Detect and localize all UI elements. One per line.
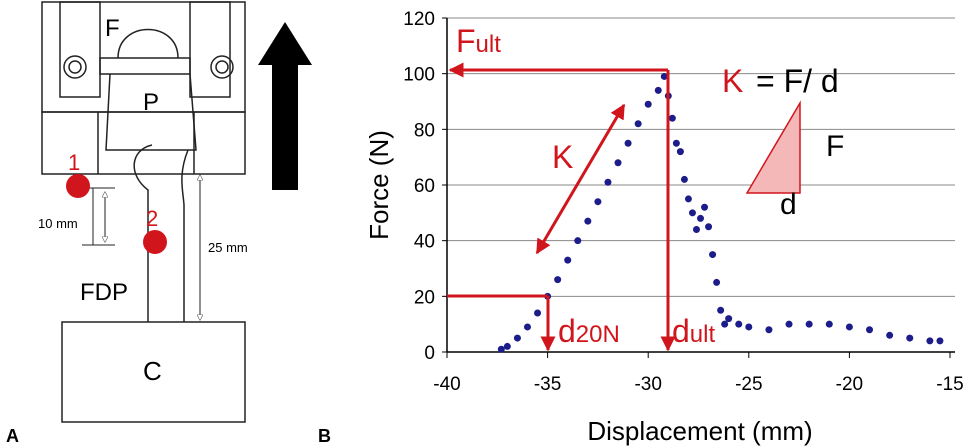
data-point	[713, 278, 721, 286]
data-point	[574, 237, 582, 245]
y-tick-label: 0	[424, 343, 435, 364]
annotation: Fult	[456, 23, 501, 59]
data-point	[564, 256, 572, 264]
annotations	[447, 62, 801, 352]
data-point	[721, 320, 729, 328]
x-tick-label: -35	[534, 374, 561, 395]
diagram-label: F	[105, 15, 120, 42]
diagram-label: C	[143, 356, 162, 386]
y-axis-label: Force (N)	[364, 130, 394, 240]
annotation: d	[780, 188, 797, 221]
data-point	[701, 203, 709, 211]
data-point	[692, 226, 700, 234]
data-point	[654, 86, 662, 94]
fixture-diagram	[41, 1, 246, 423]
data-point	[680, 175, 688, 183]
marker-2	[143, 230, 167, 254]
diagram-label: FDP	[80, 279, 128, 306]
data-point	[845, 323, 853, 331]
data-point	[584, 217, 592, 225]
data-point	[725, 315, 733, 323]
diagram-label: 1	[68, 150, 80, 175]
y-tick-label: 80	[414, 120, 435, 141]
marker-1	[66, 174, 90, 198]
data-point	[672, 139, 680, 147]
x-tick-label: -30	[634, 374, 661, 395]
annotation: K	[722, 63, 743, 99]
y-tick-label: 100	[403, 65, 435, 86]
diagram-label: P	[143, 89, 159, 116]
x-tick-label: -15	[936, 374, 963, 395]
data-point	[709, 251, 717, 259]
annotation: F	[826, 130, 844, 163]
data-point	[503, 342, 511, 350]
direction-arrow	[258, 22, 312, 190]
data-point	[936, 337, 944, 345]
data-point	[866, 326, 874, 334]
data-point	[513, 334, 521, 342]
annotation: dult	[672, 313, 715, 349]
data-point	[614, 159, 622, 167]
x-tick-label: -40	[433, 374, 460, 395]
plot-area: 0 20 40 60 80 100 120 -40 -35 -30 -25 -20 -15	[403, 9, 963, 395]
data-point	[886, 331, 894, 339]
diagram-label: 25 mm	[208, 240, 248, 255]
y-tick-label: 20	[414, 287, 435, 308]
x-tick-label: -25	[735, 374, 762, 395]
data-point	[676, 148, 684, 156]
data-point	[624, 139, 632, 147]
data-point	[926, 337, 934, 345]
data-point	[735, 320, 743, 328]
annotation: d20N	[558, 313, 620, 349]
panel-label: B	[318, 426, 331, 446]
annotation: = F/ d	[756, 63, 839, 99]
x-axis-label: Displacement (mm)	[587, 416, 812, 446]
data-point	[660, 72, 668, 80]
data-point	[805, 320, 813, 328]
data-point	[534, 309, 542, 317]
data-point	[594, 198, 602, 206]
data-point	[906, 334, 914, 342]
diagram-label: 2	[146, 206, 158, 231]
diagram-label: 10 mm	[38, 216, 78, 231]
annotation: K	[552, 139, 573, 175]
data-point	[523, 323, 531, 331]
data-point	[497, 345, 505, 353]
data-point	[717, 306, 725, 314]
y-tick-label: 120	[403, 9, 435, 30]
data-point	[644, 100, 652, 108]
data-point	[745, 323, 753, 331]
data-point	[684, 195, 692, 203]
data-point	[825, 320, 833, 328]
data-point	[688, 209, 696, 217]
y-tick-label: 40	[414, 232, 435, 253]
y-tick-label: 60	[414, 176, 435, 197]
data-point	[765, 326, 773, 334]
data-point	[554, 276, 562, 284]
data-point	[634, 120, 642, 128]
panel-label: A	[6, 426, 19, 446]
data-point	[705, 223, 713, 231]
data-point	[604, 178, 612, 186]
data-point	[668, 114, 676, 122]
data-point	[697, 214, 705, 222]
x-tick-label: -20	[836, 374, 863, 395]
data-point	[785, 320, 793, 328]
